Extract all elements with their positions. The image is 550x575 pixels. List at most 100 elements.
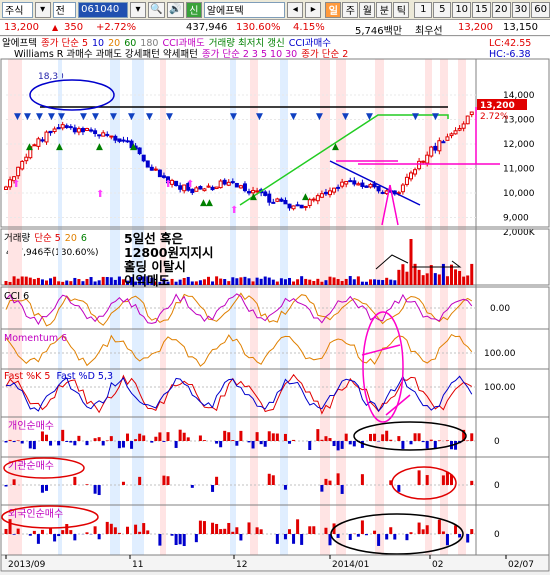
- individual-bar: [434, 441, 437, 448]
- volume-bar: [37, 278, 40, 285]
- volume-bar: [256, 278, 259, 285]
- volume-bar: [207, 277, 210, 285]
- interval-button-60[interactable]: 60: [531, 2, 550, 18]
- period-select[interactable]: 전: [53, 2, 77, 18]
- candle-body: [65, 126, 68, 128]
- candle-body: [381, 192, 384, 193]
- individual-bar: [126, 434, 129, 441]
- volume-bar: [320, 282, 323, 285]
- cci-signal-icon: ⬆: [186, 179, 194, 190]
- candle-body: [102, 133, 105, 136]
- buy-signal-icon: ▲: [332, 142, 339, 152]
- period-button-1[interactable]: 일: [325, 2, 341, 18]
- volume-bar: [300, 276, 303, 285]
- individual-bar: [41, 431, 44, 441]
- foreign-bar: [235, 527, 238, 534]
- individual-bar: [292, 440, 295, 441]
- individual-bar: [199, 435, 202, 441]
- candle-body: [175, 181, 178, 185]
- search-icon[interactable]: 🔍: [148, 2, 165, 18]
- interval-button-15[interactable]: 15: [472, 2, 491, 18]
- individual-bar: [65, 441, 68, 442]
- sell-signal-icon: ▼: [412, 112, 419, 122]
- foreign-bar: [69, 530, 72, 534]
- individual-bar: [231, 440, 234, 441]
- institution-bar: [470, 481, 473, 485]
- next-stock-icon[interactable]: ▸: [305, 2, 321, 18]
- volume-bar: [81, 281, 84, 285]
- institution-bar: [73, 477, 76, 485]
- period-button-3[interactable]: 월: [359, 2, 375, 18]
- individual-bar: [94, 438, 97, 441]
- sell-signal-icon: ▼: [14, 112, 21, 122]
- candle-body: [138, 148, 141, 154]
- individual-bar: [349, 441, 352, 444]
- period-button-2[interactable]: 주: [342, 2, 358, 18]
- legend-item: 종가 단순 2 3 5 10 30: [202, 49, 297, 60]
- individual-bar: [320, 440, 323, 441]
- candle-body: [349, 181, 352, 182]
- speaker-icon[interactable]: 🔊: [167, 2, 184, 18]
- stock-name-field[interactable]: 알에프텍: [204, 2, 285, 18]
- individual-bar: [329, 438, 332, 441]
- cci-title: CCI 6: [4, 291, 29, 302]
- foreign-bar: [466, 534, 469, 543]
- candle-body: [41, 140, 44, 141]
- market-select[interactable]: 주식: [2, 2, 33, 18]
- shade-band: [375, 59, 384, 555]
- interval-button-10[interactable]: 10: [452, 2, 471, 18]
- individual-bar: [422, 441, 425, 442]
- volume-bar: [470, 264, 473, 285]
- foreign-bar: [223, 529, 226, 534]
- candle-body: [272, 202, 275, 203]
- individual-bar: [73, 441, 76, 445]
- volume-bar: [434, 273, 437, 285]
- pct-tag: 2.72%: [480, 112, 509, 122]
- candle-body: [45, 132, 48, 142]
- interval-button-20[interactable]: 20: [492, 2, 511, 18]
- hc-value: HC:-6.38: [489, 49, 531, 60]
- volume-bar: [187, 277, 190, 285]
- foreign-bar: [422, 529, 425, 534]
- market-dropdown-icon[interactable]: ▾: [35, 2, 51, 18]
- individual-bar: [219, 441, 222, 447]
- volume-bar: [361, 282, 364, 285]
- individual-bar: [397, 436, 400, 441]
- foreign-bar: [219, 529, 222, 534]
- stock-code-input[interactable]: 061040: [78, 2, 128, 18]
- legend-item: 10: [92, 38, 104, 49]
- volume-bar: [94, 281, 97, 285]
- period-button-4[interactable]: 분: [376, 2, 392, 18]
- candle-body: [17, 167, 20, 175]
- candle-body: [292, 206, 295, 209]
- volume-bar: [86, 279, 89, 285]
- volume-bar: [179, 280, 182, 285]
- candle-body: [49, 131, 52, 132]
- foreign-bar: [203, 521, 206, 534]
- date-axis-label: 11: [132, 560, 143, 570]
- period-button-5[interactable]: 틱: [393, 2, 409, 18]
- turnover-ratio: 4.15%: [293, 22, 325, 33]
- interval-button-30[interactable]: 30: [512, 2, 531, 18]
- interval-button-1[interactable]: 1: [414, 2, 432, 18]
- candle-body: [324, 192, 327, 193]
- volume-bar: [77, 279, 80, 285]
- foreign-bar: [9, 519, 12, 534]
- code-dropdown-icon[interactable]: ▾: [130, 2, 146, 18]
- price-axis-label: 12,000: [503, 140, 535, 150]
- buy-signal-icon: ▲: [130, 142, 137, 152]
- individual-bar: [142, 435, 145, 441]
- foreign-bar: [438, 520, 441, 534]
- interval-button-5[interactable]: 5: [433, 2, 451, 18]
- buy-signal-icon: ▲: [250, 192, 257, 202]
- candle-body: [462, 124, 465, 128]
- institution-bar: [337, 473, 340, 485]
- foreign-axis-label: 0: [494, 530, 500, 540]
- individual-bar: [130, 441, 133, 449]
- volume-bar: [69, 281, 72, 285]
- foreign-bar: [458, 534, 461, 537]
- candle-body: [422, 161, 425, 162]
- prev-stock-icon[interactable]: ◂: [287, 2, 303, 18]
